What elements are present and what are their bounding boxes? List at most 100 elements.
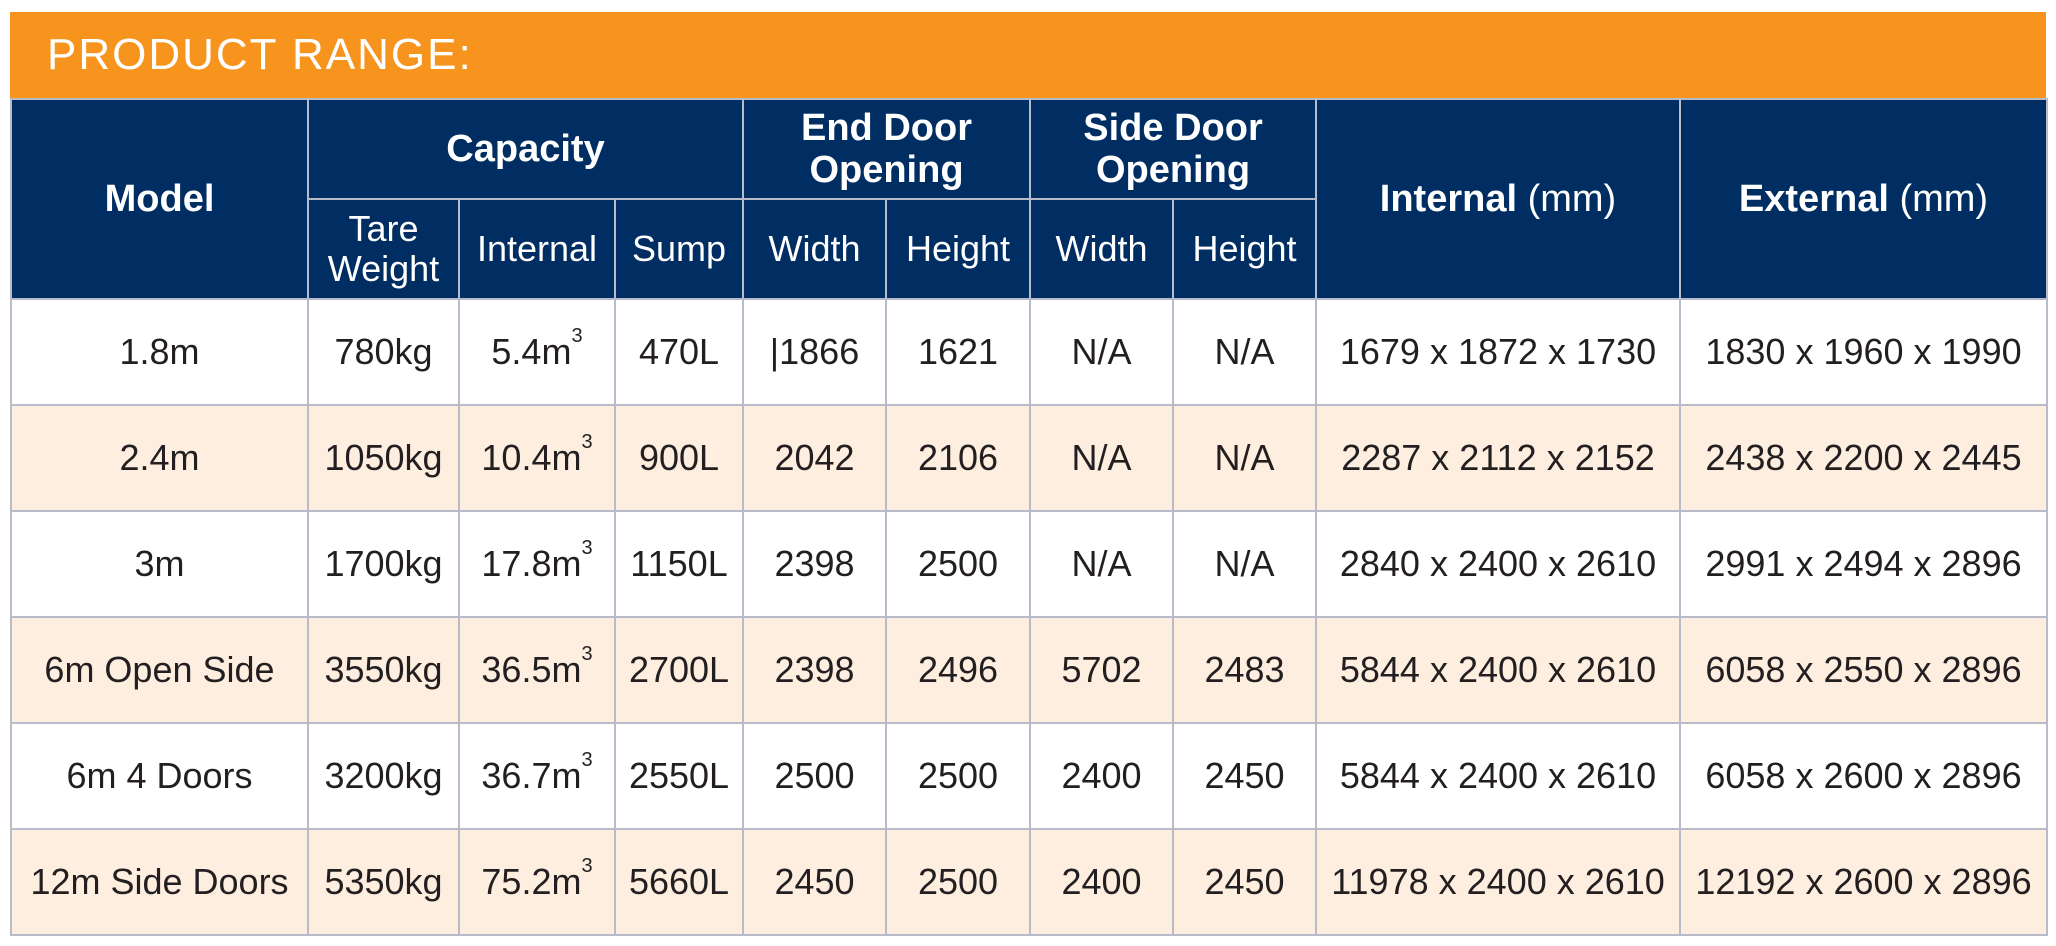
header-end-door-label: End Door Opening	[801, 107, 972, 191]
header-sump: Sump	[614, 198, 744, 300]
banner-title: PRODUCT RANGE:	[47, 30, 473, 79]
cell-side-height: N/A	[1172, 298, 1317, 406]
cell-capacity-internal: 17.8m3	[458, 510, 616, 618]
cell-capacity-internal: 36.5m3	[458, 616, 616, 724]
cell-sump: 470L	[614, 298, 744, 406]
cell-end-width: 2398	[742, 616, 887, 724]
cell-side-height: 2450	[1172, 722, 1317, 830]
cell-capacity-internal: 10.4m3	[458, 404, 616, 512]
cell-side-width: N/A	[1029, 404, 1174, 512]
product-range-banner: PRODUCT RANGE:	[10, 12, 2046, 98]
header-external-unit: (mm)	[1899, 178, 1989, 220]
table-row: 3m 1700kg 17.8m3 1150L 2398 2500 N/A N/A…	[10, 510, 2048, 618]
header-end-door-opening: End Door Opening	[742, 98, 1031, 200]
capacity-superscript: 3	[581, 855, 593, 877]
header-model: Model	[10, 98, 309, 300]
header-capacity-internal: Internal	[458, 198, 616, 300]
table-row: 12m Side Doors 5350kg 75.2m3 5660L 2450 …	[10, 828, 2048, 936]
cell-model: 6m Open Side	[10, 616, 309, 724]
header-side-door-label: Side Door Opening	[1083, 107, 1263, 191]
cell-end-height: 2496	[885, 616, 1031, 724]
capacity-superscript: 3	[571, 325, 583, 347]
header-external: External (mm)	[1679, 98, 2048, 300]
cell-end-height: 2106	[885, 404, 1031, 512]
cell-model: 3m	[10, 510, 309, 618]
product-range-table: Model Capacity End Door Opening Side Doo…	[10, 98, 2048, 936]
table-row: 6m 4 Doors 3200kg 36.7m3 2550L 2500 2500…	[10, 722, 2048, 830]
capacity-superscript: 3	[581, 749, 593, 771]
cell-capacity-internal: 36.7m3	[458, 722, 616, 830]
cell-model: 6m 4 Doors	[10, 722, 309, 830]
header-side-width: Width	[1029, 198, 1174, 300]
header-tare-weight: Tare Weight	[307, 198, 460, 300]
capacity-value: 36.5m	[481, 649, 582, 690]
capacity-superscript: 3	[581, 431, 593, 453]
cell-tare-weight: 5350kg	[307, 828, 460, 936]
capacity-superscript: 3	[581, 643, 593, 665]
cell-model: 1.8m	[10, 298, 309, 406]
cell-sump: 2700L	[614, 616, 744, 724]
capacity-value: 10.4m	[481, 437, 582, 478]
header-capacity: Capacity	[307, 98, 744, 200]
cell-sump: 1150L	[614, 510, 744, 618]
cell-internal: 2287 x 2112 x 2152	[1315, 404, 1681, 512]
cell-side-height: 2450	[1172, 828, 1317, 936]
cell-tare-weight: 1700kg	[307, 510, 460, 618]
cell-tare-weight: 3200kg	[307, 722, 460, 830]
capacity-value: 36.7m	[481, 755, 582, 796]
cell-internal: 11978 x 2400 x 2610	[1315, 828, 1681, 936]
cell-end-height: 2500	[885, 510, 1031, 618]
header-internal: Internal (mm)	[1315, 98, 1681, 300]
header-external-label: External	[1738, 178, 1889, 220]
header-internal-unit: (mm)	[1527, 178, 1617, 220]
table-row: 6m Open Side 3550kg 36.5m3 2700L 2398 24…	[10, 616, 2048, 724]
cell-side-height: N/A	[1172, 404, 1317, 512]
cell-end-width: 2450	[742, 828, 887, 936]
cell-end-height: 1621	[885, 298, 1031, 406]
cell-external: 6058 x 2550 x 2896	[1679, 616, 2048, 724]
cell-sump: 5660L	[614, 828, 744, 936]
cell-external: 6058 x 2600 x 2896	[1679, 722, 2048, 830]
capacity-value: 5.4m	[491, 331, 572, 372]
cell-tare-weight: 1050kg	[307, 404, 460, 512]
cell-internal: 5844 x 2400 x 2610	[1315, 616, 1681, 724]
cell-end-height: 2500	[885, 828, 1031, 936]
header-side-height: Height	[1172, 198, 1317, 300]
cell-capacity-internal: 75.2m3	[458, 828, 616, 936]
cell-internal: 2840 x 2400 x 2610	[1315, 510, 1681, 618]
cell-internal: 5844 x 2400 x 2610	[1315, 722, 1681, 830]
cell-end-height: 2500	[885, 722, 1031, 830]
header-internal-label: Internal	[1379, 178, 1518, 220]
cell-capacity-internal: 5.4m3	[458, 298, 616, 406]
header-end-height: Height	[885, 198, 1031, 300]
cell-end-width: 2042	[742, 404, 887, 512]
capacity-value: 75.2m	[481, 861, 582, 902]
header-tare-weight-label: Tare Weight	[327, 208, 440, 289]
header-side-door-opening: Side Door Opening	[1029, 98, 1317, 200]
cell-external: 2991 x 2494 x 2896	[1679, 510, 2048, 618]
table-row: 1.8m 780kg 5.4m3 470L |1866 1621 N/A N/A…	[10, 298, 2048, 406]
cell-model: 12m Side Doors	[10, 828, 309, 936]
cell-side-width: N/A	[1029, 510, 1174, 618]
capacity-value: 17.8m	[481, 543, 582, 584]
header-end-width: Width	[742, 198, 887, 300]
table-row: 2.4m 1050kg 10.4m3 900L 2042 2106 N/A N/…	[10, 404, 2048, 512]
cell-side-width: N/A	[1029, 298, 1174, 406]
cell-tare-weight: 3550kg	[307, 616, 460, 724]
cell-end-width: 2398	[742, 510, 887, 618]
cell-tare-weight: 780kg	[307, 298, 460, 406]
cell-external: 1830 x 1960 x 1990	[1679, 298, 2048, 406]
cell-sump: 2550L	[614, 722, 744, 830]
capacity-superscript: 3	[581, 537, 593, 559]
cell-side-width: 5702	[1029, 616, 1174, 724]
cell-end-width: 2500	[742, 722, 887, 830]
cell-sump: 900L	[614, 404, 744, 512]
cell-end-width: |1866	[742, 298, 887, 406]
cell-model: 2.4m	[10, 404, 309, 512]
cell-internal: 1679 x 1872 x 1730	[1315, 298, 1681, 406]
cell-external: 12192 x 2600 x 2896	[1679, 828, 2048, 936]
cell-side-width: 2400	[1029, 722, 1174, 830]
cell-side-height: N/A	[1172, 510, 1317, 618]
cell-side-height: 2483	[1172, 616, 1317, 724]
cell-external: 2438 x 2200 x 2445	[1679, 404, 2048, 512]
